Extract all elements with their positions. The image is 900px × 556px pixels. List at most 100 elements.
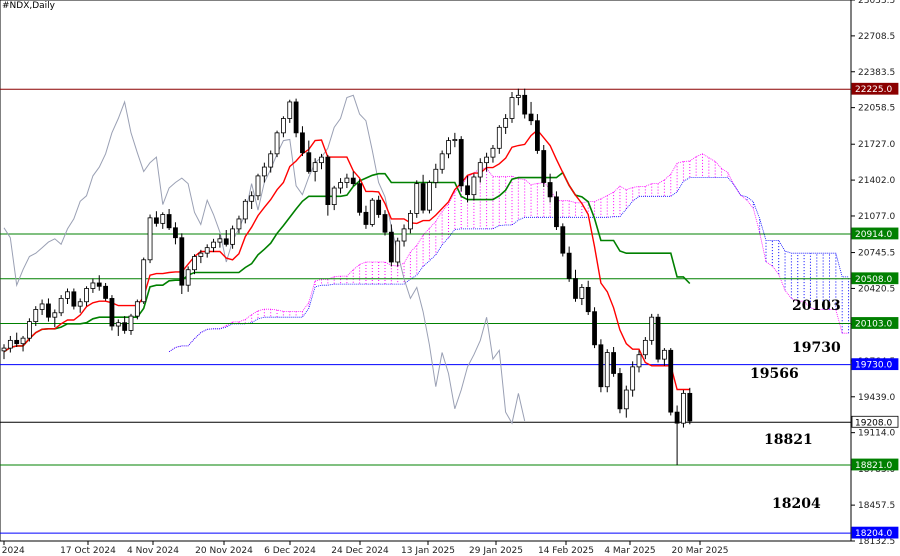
y-tick-label: 18457.5: [858, 501, 895, 511]
price-tag-label: 20508.0: [855, 275, 892, 285]
candle-body: [103, 285, 108, 299]
y-tick-label: 21402.0: [858, 176, 895, 186]
x-tick-label: 24 Dec 2024: [331, 546, 389, 556]
candle-body: [20, 337, 26, 345]
x-tick-label: 13 Jan 2025: [401, 546, 455, 556]
y-tick-label: 21077.0: [858, 212, 895, 222]
price-tag-label: 20914.0: [855, 230, 892, 240]
candle-body: [236, 218, 242, 230]
candle-body: [300, 132, 305, 154]
price-tag: [851, 317, 899, 329]
annotation-19730: 19730: [792, 340, 841, 356]
tenkan-line: [3, 129, 690, 391]
candle-body: [268, 153, 274, 168]
candle-body: [420, 183, 426, 211]
candle-body: [249, 195, 255, 202]
price-tag-label: 19208.0: [855, 418, 892, 428]
price-tag: [851, 458, 899, 471]
plot-frame: [0, 0, 852, 542]
candle-body: [198, 252, 204, 257]
x-tick-label: Oct 2024: [0, 546, 25, 556]
candle-body: [325, 156, 331, 205]
candle-body: [446, 140, 451, 155]
symbol-title: #NDX,Daily: [2, 1, 56, 11]
price-tag-label: 20103.0: [855, 319, 892, 329]
candle-body: [46, 303, 51, 318]
candle-body: [115, 322, 121, 327]
candle-body: [223, 238, 229, 245]
candle-body: [509, 97, 515, 119]
candle-body: [496, 126, 502, 149]
candle-body: [134, 301, 140, 317]
candle-body: [388, 231, 394, 263]
candle-body: [541, 150, 547, 183]
candle-body: [147, 217, 153, 261]
candle-body: [153, 217, 159, 224]
candle-body: [560, 226, 566, 254]
candle-body: [1, 347, 7, 352]
candle-body: [160, 214, 166, 224]
candle-body: [350, 177, 356, 185]
candle-body: [109, 298, 115, 327]
candle-body: [166, 214, 172, 229]
candle-body: [427, 182, 432, 211]
candle-body: [458, 139, 464, 187]
price-tag-label: 22225.0: [855, 85, 892, 95]
price-tag-label: 18204.0: [855, 529, 892, 539]
candle-body: [363, 211, 369, 225]
candle-body: [528, 113, 534, 122]
candle-body: [293, 101, 299, 134]
candle-body: [71, 291, 77, 307]
candle-body: [26, 321, 32, 339]
candle-body: [179, 237, 185, 286]
price-tag: [851, 415, 899, 428]
candle-body: [319, 156, 324, 164]
candle-body: [503, 118, 509, 128]
price-tag-label: 18821.0: [855, 461, 892, 471]
candle-body: [554, 196, 559, 228]
candle-body: [655, 316, 661, 360]
candle-body: [382, 214, 388, 233]
candle-body: [433, 168, 439, 183]
candle-body: [242, 200, 248, 220]
candle-body: [7, 339, 13, 349]
candle-body: [668, 349, 674, 413]
candle-body: [185, 269, 191, 286]
candle-body: [122, 322, 128, 331]
candle-body: [484, 156, 490, 164]
candle-body: [255, 175, 261, 197]
candle-body: [65, 291, 70, 299]
candle-body: [623, 389, 629, 410]
candle-body: [90, 282, 96, 289]
candle-body: [306, 152, 312, 172]
y-tick-label: 19114.0: [858, 429, 895, 439]
candle-body: [611, 352, 616, 374]
price-tag-label: 19730.0: [855, 361, 892, 371]
candle-body: [274, 132, 280, 155]
candle-body: [674, 411, 680, 424]
candle-body: [522, 94, 528, 115]
candle-body: [369, 199, 375, 225]
x-tick-label: 4 Mar 2025: [604, 546, 655, 556]
x-tick-label: 20 Nov 2024: [195, 546, 253, 556]
candle-body: [331, 187, 337, 205]
candle-body: [401, 228, 407, 242]
price-tag: [851, 272, 899, 285]
y-tick-label: 22383.5: [858, 68, 895, 78]
y-tick-label: 20420.5: [858, 284, 895, 294]
candle-body: [261, 166, 267, 177]
candle-body: [357, 183, 363, 213]
candle-body: [452, 139, 458, 141]
candle-body: [128, 315, 134, 331]
candle-body: [58, 298, 64, 314]
candle-body: [515, 94, 521, 98]
candle-body: [376, 199, 382, 215]
price-tag: [851, 526, 899, 539]
y-tick-label: 22058.5: [858, 104, 895, 114]
y-tick-label: 19439.0: [858, 393, 895, 403]
candle-body: [280, 118, 286, 134]
candle-body: [617, 373, 623, 410]
x-tick-label: 4 Nov 2024: [127, 546, 179, 556]
